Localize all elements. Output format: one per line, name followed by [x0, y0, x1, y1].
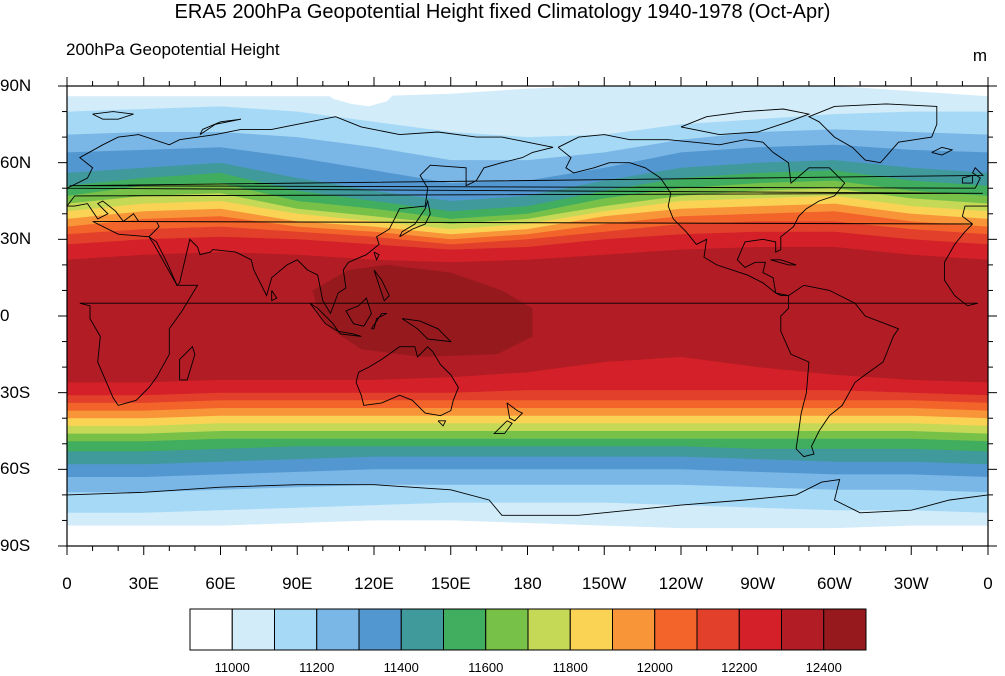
- lat-label: 60S: [0, 459, 31, 479]
- height-field: [67, 86, 988, 546]
- height-band-north: [67, 86, 988, 97]
- coastline: [931, 146, 954, 156]
- lat-label: 60N: [0, 152, 32, 172]
- coastline: [345, 297, 372, 327]
- lon-label: 60E: [205, 574, 236, 593]
- lon-label: 30W: [893, 574, 929, 593]
- height-band-south: [67, 520, 988, 546]
- colorbar-label: 11800: [552, 660, 588, 675]
- coastline: [67, 116, 983, 315]
- colorbar-box: [358, 608, 402, 651]
- colorbar-box: [231, 608, 275, 651]
- coastline: [199, 118, 242, 135]
- colorbar-label: 12400: [805, 660, 842, 675]
- height-band-north: [67, 86, 988, 138]
- coastline: [373, 251, 380, 261]
- coastline: [437, 420, 447, 427]
- lat-label: 90N: [0, 76, 32, 95]
- coastline: [961, 205, 988, 225]
- lon-label: 0: [62, 574, 72, 593]
- coastline: [309, 302, 339, 332]
- lon-label: 90E: [282, 574, 313, 593]
- colorbar-box: [316, 608, 360, 651]
- colorbar-label: 11600: [468, 660, 504, 675]
- lon-label: 60W: [817, 574, 852, 593]
- coastline: [179, 345, 196, 381]
- lon-label: 0: [983, 574, 993, 593]
- lon-label: 180: [513, 574, 542, 593]
- colorbar-box: [569, 608, 613, 651]
- coastline: [67, 479, 988, 516]
- colorbar-box: [527, 608, 571, 651]
- units-label: m: [972, 46, 987, 65]
- height-maximum-region: [312, 264, 533, 357]
- lon-label: 90W: [740, 574, 776, 593]
- lon-label: 120E: [354, 574, 394, 593]
- lon-label: 150E: [430, 574, 471, 593]
- height-minimum-region: [320, 86, 395, 107]
- lon-label: 30E: [128, 574, 159, 593]
- coastline: [399, 199, 431, 238]
- coastline: [371, 312, 388, 330]
- coastline: [780, 284, 900, 458]
- lat-label: 30S: [0, 382, 31, 402]
- colorbar-box: [696, 608, 740, 651]
- map-title: ERA5 200hPa Geopotential Height fixed Cl…: [174, 1, 831, 23]
- lat-label: 0: [0, 306, 10, 325]
- colorbar-label: 12200: [721, 660, 758, 675]
- map-subtitle: 200hPa Geopotential Height: [66, 40, 280, 59]
- coastline: [557, 134, 846, 297]
- lon-label: 120W: [658, 574, 704, 593]
- colorbar-label: 11400: [383, 660, 419, 675]
- coastline: [506, 402, 524, 422]
- colorbar-label: 12000: [636, 660, 673, 675]
- colorbar-box: [654, 608, 698, 651]
- coastline: [961, 174, 974, 184]
- coastline: [680, 108, 811, 136]
- coastline: [92, 111, 134, 120]
- colorbar-box: [400, 608, 444, 651]
- colorbar-box: [781, 608, 825, 651]
- coastline: [355, 346, 459, 417]
- colorbar-box: [612, 608, 656, 651]
- colorbar-box: [738, 608, 782, 651]
- colorbar-box: [274, 608, 318, 651]
- coastline: [493, 420, 513, 435]
- colorbar: [189, 608, 867, 651]
- coastline: [807, 103, 938, 164]
- lat-label: 30N: [0, 229, 32, 249]
- lat-label: 90S: [0, 536, 31, 555]
- coastline: [271, 290, 278, 302]
- lon-label: 150W: [582, 574, 627, 593]
- colorbar-box: [189, 608, 233, 651]
- colorbar-label: 11200: [299, 660, 335, 675]
- coastline: [79, 220, 978, 406]
- colorbar-box: [485, 608, 529, 651]
- colorbar-box: [823, 608, 867, 651]
- colorbar-box: [443, 608, 487, 651]
- coastline: [401, 318, 453, 343]
- coastline: [69, 167, 984, 189]
- colorbar-label: 11000: [214, 660, 250, 675]
- coastline: [770, 259, 797, 266]
- coastline: [337, 330, 362, 337]
- coastline: [373, 269, 390, 302]
